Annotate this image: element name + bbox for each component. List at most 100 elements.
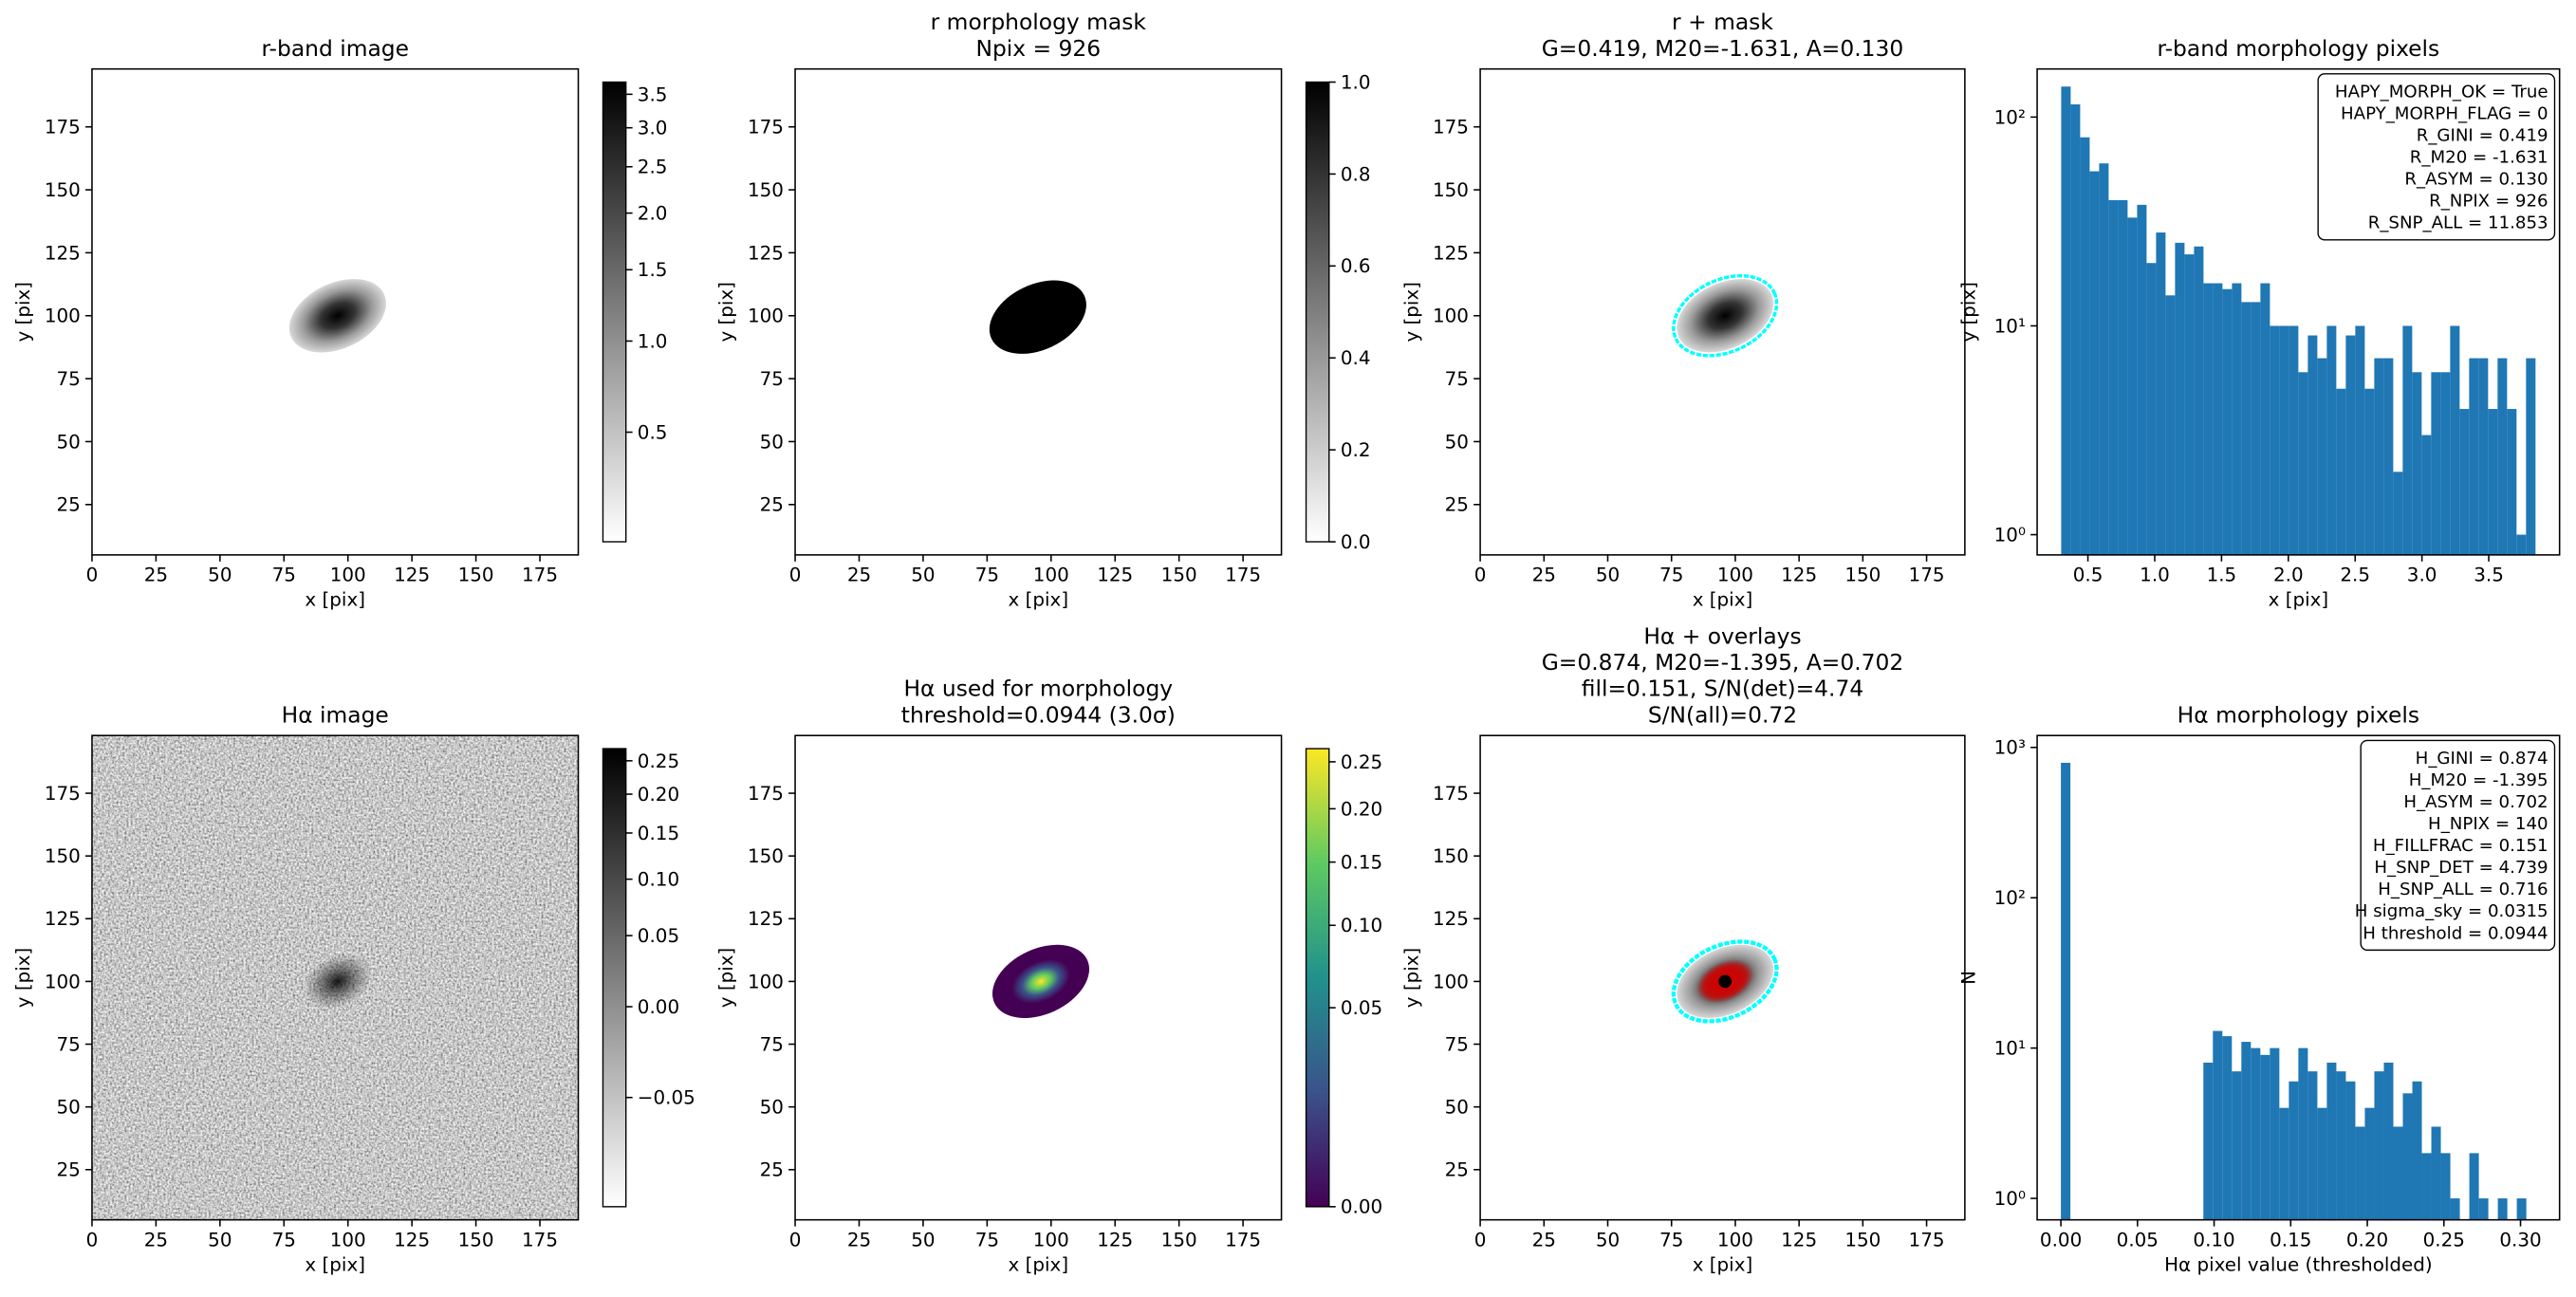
x-tick-label: 150: [458, 1229, 494, 1251]
hist-bar: [2298, 1047, 2308, 1220]
x-tick-label: 175: [1909, 565, 1945, 586]
x-axis-label: Hα pixel value (thresholded): [2164, 1253, 2433, 1275]
y-tick-label: 25: [1445, 1159, 1469, 1181]
hist-bar: [2213, 283, 2223, 555]
colorbar-tick-label: 0.25: [638, 750, 679, 772]
y-axis-label: y [pix]: [12, 948, 34, 1009]
x-tick-label: 50: [911, 1229, 935, 1251]
hist-bar: [2469, 358, 2479, 555]
colorbar: [1305, 81, 1330, 543]
y-tick-label: 125: [1433, 242, 1469, 264]
axes-frame: [91, 67, 580, 556]
axes-frame: [794, 67, 1283, 556]
hist-bar: [2289, 1081, 2299, 1220]
y-axis-label: y [pix]: [12, 282, 34, 343]
hist-bar: [2355, 325, 2365, 555]
image-content: [1671, 939, 1779, 1024]
hist-bar: [2374, 358, 2384, 555]
hist-bar: [2507, 409, 2517, 555]
x-tick-label: 0.10: [2193, 1229, 2234, 1251]
hist-bar: [2213, 1030, 2223, 1220]
x-tick-label: 0.20: [2346, 1229, 2388, 1251]
y-axis-label: N: [1957, 971, 1979, 985]
hist-bar: [2270, 1047, 2280, 1220]
y-tick-label: 10⁰: [1994, 1188, 2026, 1210]
annotation-line: H_SNP_ALL = 0.716: [2378, 880, 2548, 899]
y-tick-label: 175: [1433, 117, 1469, 139]
colorbar-tick-label: 0.15: [638, 823, 679, 844]
x-tick-label: 75: [272, 565, 296, 586]
hist-bar: [2393, 472, 2403, 555]
mask-contour: [1671, 939, 1779, 1024]
y-tick-label: 100: [748, 306, 784, 327]
x-tick-label: 100: [330, 565, 366, 586]
x-tick-label: 150: [1844, 1229, 1881, 1251]
annotation-line: R_SNP_ALL = 11.853: [2368, 213, 2548, 233]
hist-bar: [2080, 137, 2090, 555]
emission: [303, 953, 373, 1010]
panel-title: Hα image: [282, 701, 389, 728]
x-tick-label: 50: [1596, 1229, 1620, 1251]
hist-bar: [2279, 325, 2289, 555]
hist-bar: [2307, 1071, 2318, 1220]
hist-bar: [2070, 104, 2081, 555]
y-axis-label: y [pix]: [1400, 282, 1422, 343]
x-tick-label: 175: [522, 1229, 558, 1251]
colorbar-tick-label: 1.0: [638, 330, 668, 352]
colorbar-tick-label: 0.15: [1341, 852, 1382, 874]
x-tick-label: 150: [1844, 565, 1881, 586]
y-tick-label: 175: [748, 117, 784, 139]
y-tick-label: 10²: [1994, 887, 2026, 909]
y-tick-label: 175: [1433, 783, 1469, 805]
y-tick-label: 125: [45, 908, 81, 930]
y-tick-label: 150: [45, 845, 81, 867]
colorbar: [602, 81, 627, 543]
y-tick-label: 100: [45, 971, 81, 992]
panel-title: r-band image: [261, 35, 409, 62]
hist-bar: [2127, 217, 2138, 555]
axes-frame: [2036, 734, 2561, 1221]
x-tick-label: 25: [1532, 1229, 1556, 1251]
x-tick-label: 3.5: [2474, 565, 2504, 586]
x-tick-label: 125: [1781, 565, 1817, 586]
colorbar-tick-label: 1.5: [638, 259, 668, 281]
x-tick-label: 100: [1033, 565, 1069, 586]
hist-bar: [2478, 358, 2489, 555]
axes-frame: [794, 734, 1283, 1221]
x-tick-label: 25: [144, 565, 168, 586]
hist-bar: [2526, 358, 2536, 555]
hist-bar: [2412, 372, 2422, 555]
x-tick-label: 25: [1532, 565, 1556, 586]
x-tick-label: 175: [1225, 1229, 1261, 1251]
hist-bar: [2383, 358, 2394, 555]
x-tick-label: 100: [1717, 1229, 1753, 1251]
colorbar-tick-label: 0.5: [638, 421, 668, 443]
x-tick-label: 175: [1225, 565, 1261, 586]
x-tick-label: 0: [1474, 565, 1487, 586]
hist-bar: [2061, 762, 2071, 1220]
annotation-line: R_ASYM = 0.130: [2404, 170, 2548, 190]
galaxy: [288, 279, 386, 353]
colorbar-tick-label: 0.10: [1341, 915, 1382, 936]
x-tick-label: 0: [789, 1229, 802, 1251]
panel-title: Npix = 926: [975, 35, 1101, 62]
hist-bar: [2251, 1047, 2261, 1220]
annotation-line: H_GINI = 0.874: [2416, 749, 2548, 769]
hist-bar: [2459, 409, 2470, 555]
panel-title: fill=0.151, S/N(det)=4.74: [1582, 676, 1863, 702]
hist-bar: [2317, 1107, 2327, 1220]
hist-bar: [2146, 263, 2157, 555]
hist-bar: [2336, 1071, 2346, 1220]
hist-bar: [2232, 1071, 2242, 1220]
x-tick-label: 125: [1097, 565, 1133, 586]
x-tick-label: 1.5: [2207, 565, 2237, 586]
x-tick-label: 100: [1033, 1229, 1069, 1251]
hist-bar: [2137, 204, 2147, 555]
x-tick-label: 0.00: [2040, 1229, 2082, 1251]
panel-title: Hα + overlays: [1643, 622, 1801, 649]
annotation-line: H_ASYM = 0.702: [2403, 792, 2548, 812]
hist-bar: [2374, 1071, 2384, 1220]
annotation-line: R_GINI = 0.419: [2417, 126, 2548, 146]
panel-title: S/N(all)=0.72: [1648, 701, 1797, 728]
x-tick-label: 0.05: [2117, 1229, 2159, 1251]
